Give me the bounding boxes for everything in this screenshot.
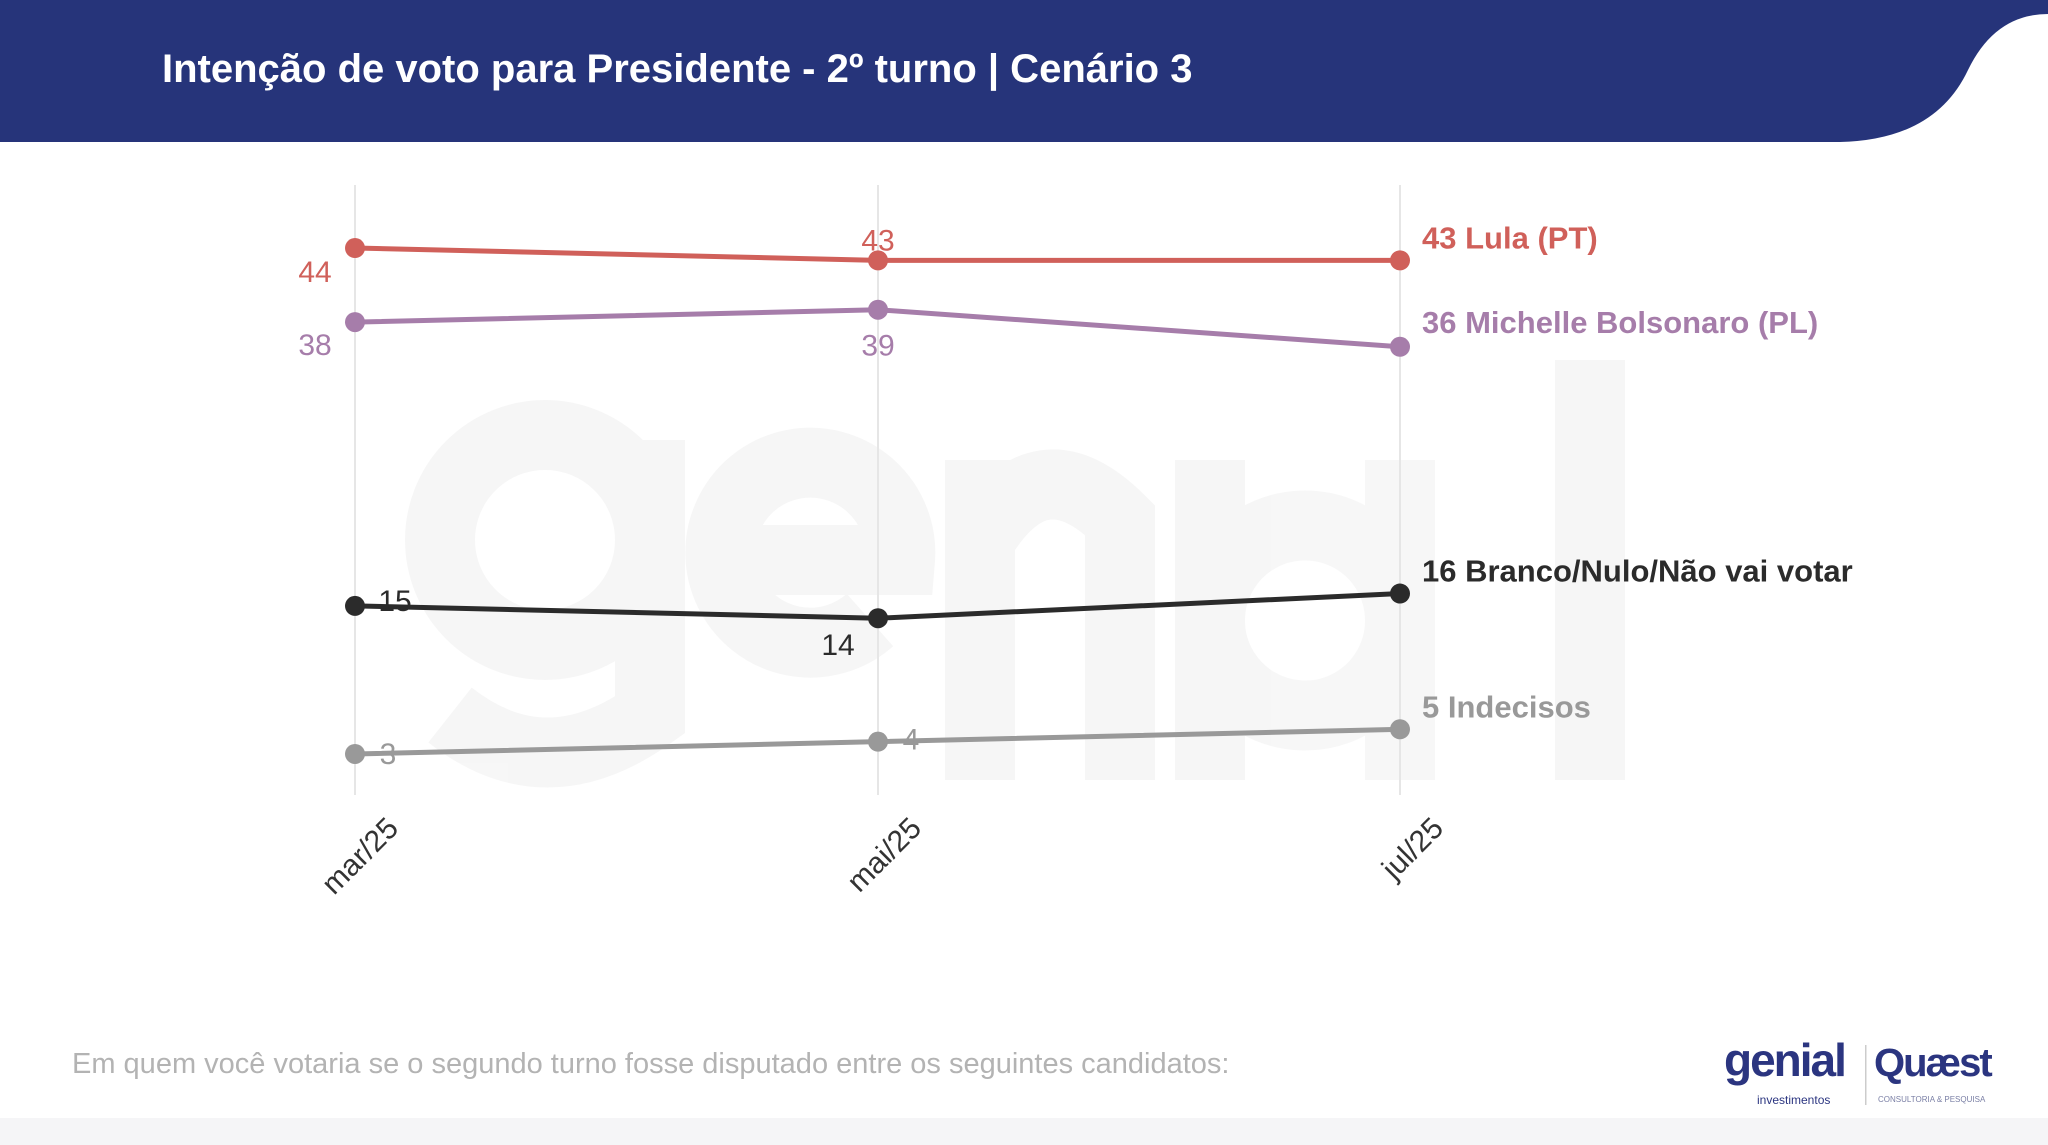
end-value: 16 <box>1422 554 1456 589</box>
data-point <box>1390 336 1410 357</box>
watermark <box>440 360 1590 780</box>
series-name: Indecisos <box>1448 689 1591 724</box>
svg-text:investimentos: investimentos <box>1757 1093 1830 1107</box>
gap <box>1439 689 1448 724</box>
series-end-label: 16 Branco/Nulo/Não vai votar <box>1422 554 1853 589</box>
svg-text:Quæst: Quæst <box>1874 1041 1992 1085</box>
data-point <box>1390 719 1410 740</box>
data-point <box>868 250 888 271</box>
data-label: 3 <box>380 738 397 771</box>
data-point <box>345 595 365 616</box>
data-label: 15 <box>378 585 411 618</box>
data-label: 4 <box>903 724 920 757</box>
data-point <box>345 743 365 764</box>
svg-text:genial: genial <box>1724 1034 1845 1086</box>
data-point <box>1390 250 1410 271</box>
data-label: 43 <box>861 224 894 257</box>
series-end-label: 5 Indecisos <box>1422 689 1591 724</box>
series-end-label: 43 Lula (PT) <box>1422 220 1598 255</box>
data-point <box>868 299 888 320</box>
end-value: 36 <box>1422 305 1456 340</box>
gap <box>1456 220 1465 255</box>
page-title: Intenção de voto para Presidente - 2º tu… <box>162 47 1192 91</box>
x-tick-label: mar/25 <box>316 812 405 901</box>
data-label: 39 <box>861 330 894 363</box>
survey-question: Em quem você votaria se o segundo turno … <box>72 1048 1230 1080</box>
series-end-label: 36 Michelle Bolsonaro (PL) <box>1422 305 1818 340</box>
header-banner <box>0 0 2048 142</box>
data-point <box>1390 583 1410 604</box>
footer-band <box>0 1118 2048 1145</box>
series-name: Lula (PT) <box>1465 220 1598 255</box>
series-name: Michelle Bolsonaro (PL) <box>1465 305 1818 340</box>
gap <box>1456 305 1465 340</box>
data-label: 44 <box>298 256 331 289</box>
svg-text:CONSULTORIA & PESQUISA: CONSULTORIA & PESQUISA <box>1878 1095 1986 1104</box>
data-point <box>868 731 888 752</box>
x-tick-label: mai/25 <box>841 812 928 899</box>
data-point <box>345 238 365 259</box>
x-tick-label: jul/25 <box>1375 812 1450 887</box>
series-name: Branco/Nulo/Não vai votar <box>1465 554 1853 589</box>
data-point <box>868 608 888 629</box>
data-label: 38 <box>298 329 331 362</box>
gap <box>1456 554 1465 589</box>
genial-logo: genial investimentos Quæst CONSULTORIA &… <box>1724 1034 1994 1107</box>
data-point <box>345 312 365 333</box>
data-label: 14 <box>821 629 854 662</box>
end-value: 43 <box>1422 220 1456 255</box>
end-value: 5 <box>1422 689 1439 724</box>
